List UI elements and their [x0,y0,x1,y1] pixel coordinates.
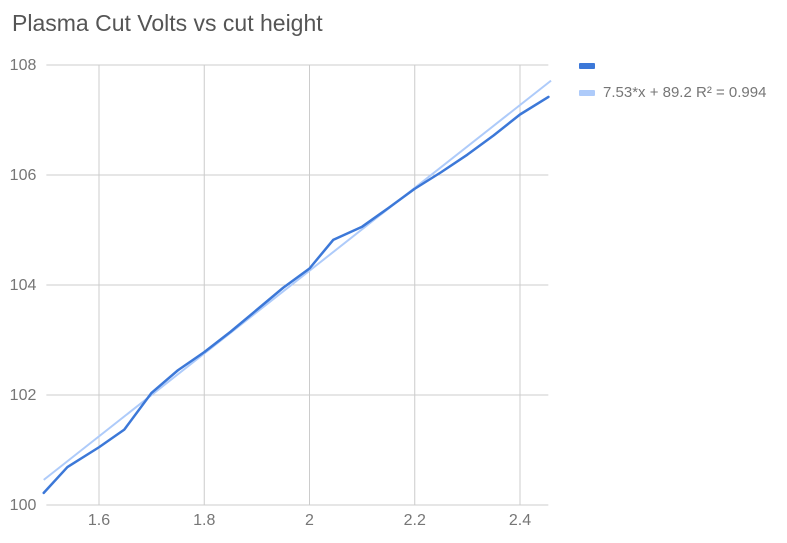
svg-text:1.6: 1.6 [88,512,110,529]
svg-text:102: 102 [10,387,37,404]
svg-text:2: 2 [305,512,314,529]
svg-text:2.4: 2.4 [509,512,531,529]
svg-text:108: 108 [10,57,37,74]
svg-text:2.2: 2.2 [404,512,426,529]
svg-text:1.8: 1.8 [193,512,215,529]
svg-text:106: 106 [10,167,37,184]
svg-text:100: 100 [10,497,37,514]
svg-text:104: 104 [10,277,37,294]
